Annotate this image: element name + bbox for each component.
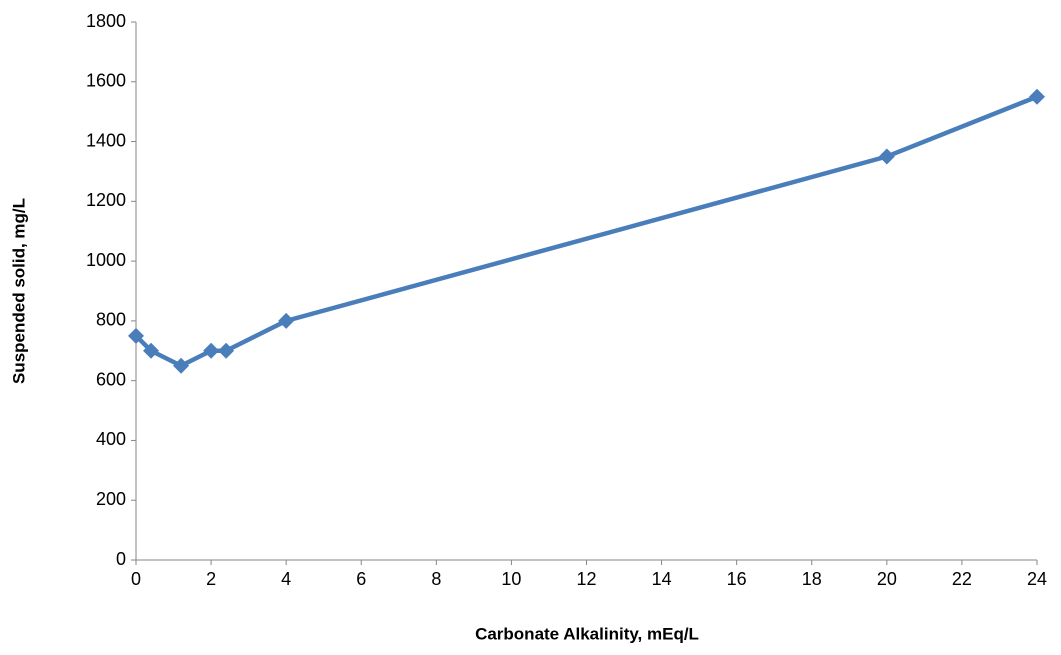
y-tick-label: 1000 [86,250,126,270]
data-marker [278,312,295,329]
x-tick-label: 18 [802,569,822,589]
y-tick-label: 1800 [86,11,126,31]
y-tick-label: 200 [96,489,126,509]
y-tick-label: 0 [116,549,126,569]
y-axis-title: Suspended solid, mg/L [9,198,28,384]
y-tick-label: 800 [96,310,126,330]
y-tick-label: 1600 [86,71,126,91]
y-tick-label: 400 [96,429,126,449]
x-tick-label: 14 [652,569,672,589]
y-tick-label: 600 [96,369,126,389]
data-marker [203,342,220,359]
x-axis-title: Carbonate Alkalinity, mEq/L [475,624,699,643]
x-tick-label: 16 [727,569,747,589]
x-tick-label: 2 [206,569,216,589]
data-marker [1029,88,1045,105]
x-tick-label: 4 [281,569,291,589]
y-tick-label: 1200 [86,190,126,210]
x-tick-label: 6 [356,569,366,589]
x-tick-label: 20 [877,569,897,589]
data-marker [173,357,190,374]
x-tick-label: 22 [952,569,972,589]
x-tick-label: 12 [576,569,596,589]
x-tick-label: 24 [1027,569,1047,589]
data-marker [218,342,235,359]
data-marker [128,327,144,344]
data-marker [143,342,160,359]
x-tick-label: 10 [501,569,521,589]
data-marker [878,148,895,165]
y-tick-label: 1400 [86,130,126,150]
x-tick-label: 8 [431,569,441,589]
x-tick-label: 0 [131,569,141,589]
